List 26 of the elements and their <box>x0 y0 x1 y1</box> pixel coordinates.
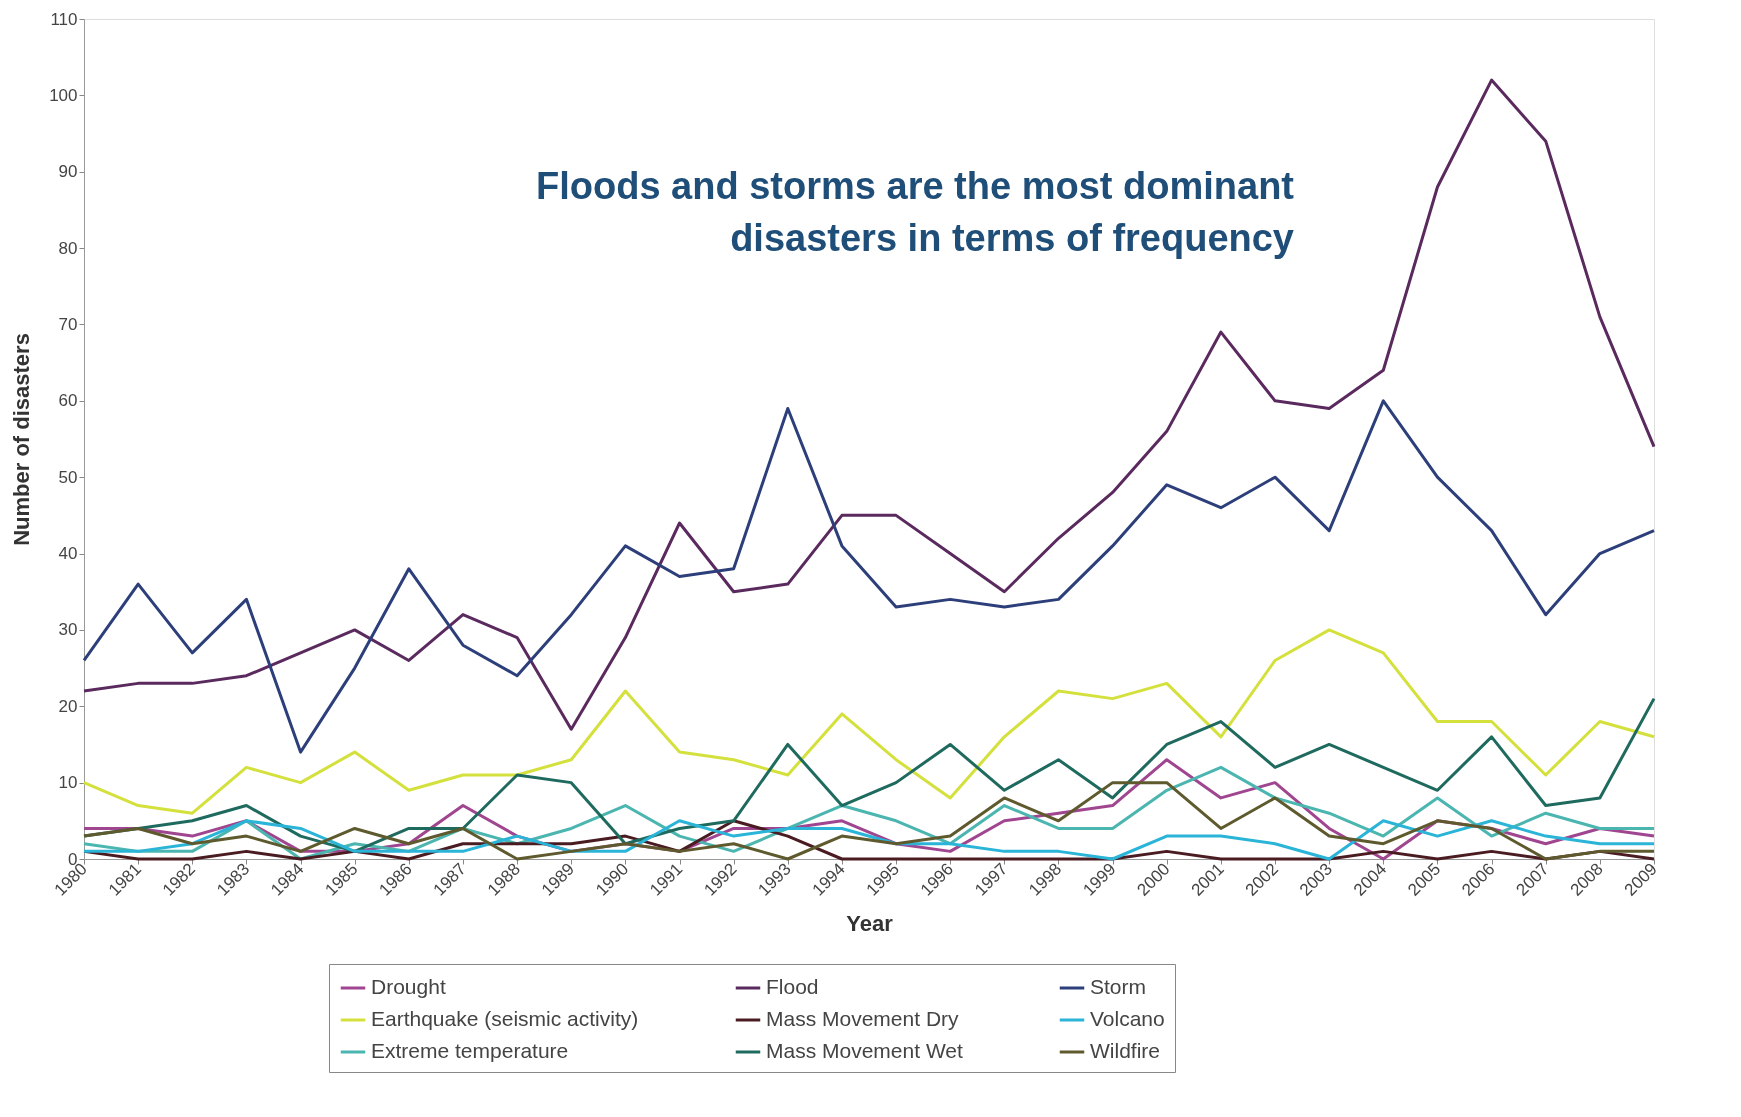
legend-label: Volcano <box>1090 1007 1165 1030</box>
y-tick-label: 110 <box>50 9 78 29</box>
y-tick-label: 60 <box>58 391 78 411</box>
legend-label: Earthquake (seismic activity) <box>371 1007 639 1030</box>
legend-label: Mass Movement Dry <box>766 1007 960 1030</box>
legend-label: Storm <box>1090 975 1147 998</box>
line-series <box>82 399 1656 754</box>
legend-label: Extreme temperature <box>371 1039 569 1062</box>
y-tick-label: 70 <box>58 314 78 334</box>
line-series <box>82 78 1656 731</box>
legend-label: Flood <box>766 975 819 998</box>
legend-label: Wildfire <box>1090 1039 1161 1062</box>
y-axis-title: Number of disasters <box>9 333 35 546</box>
legend-label: Mass Movement Wet <box>766 1039 963 1062</box>
y-tick-label: 20 <box>58 696 78 716</box>
y-tick-label: 90 <box>58 162 78 182</box>
y-tick-label: 30 <box>58 620 78 640</box>
line-series <box>82 628 1656 815</box>
annotation: Floods and storms are the most dominant disasters in terms of frequency <box>536 165 1295 259</box>
y-tick-label: 40 <box>58 544 78 564</box>
x-axis-title: Year <box>846 910 894 936</box>
y-tick-label: 50 <box>58 467 78 487</box>
y-tick-label: 80 <box>58 238 78 258</box>
y-tick-label: 10 <box>58 773 78 793</box>
y-tick-label: 100 <box>49 85 78 105</box>
legend-label: Drought <box>371 975 446 998</box>
